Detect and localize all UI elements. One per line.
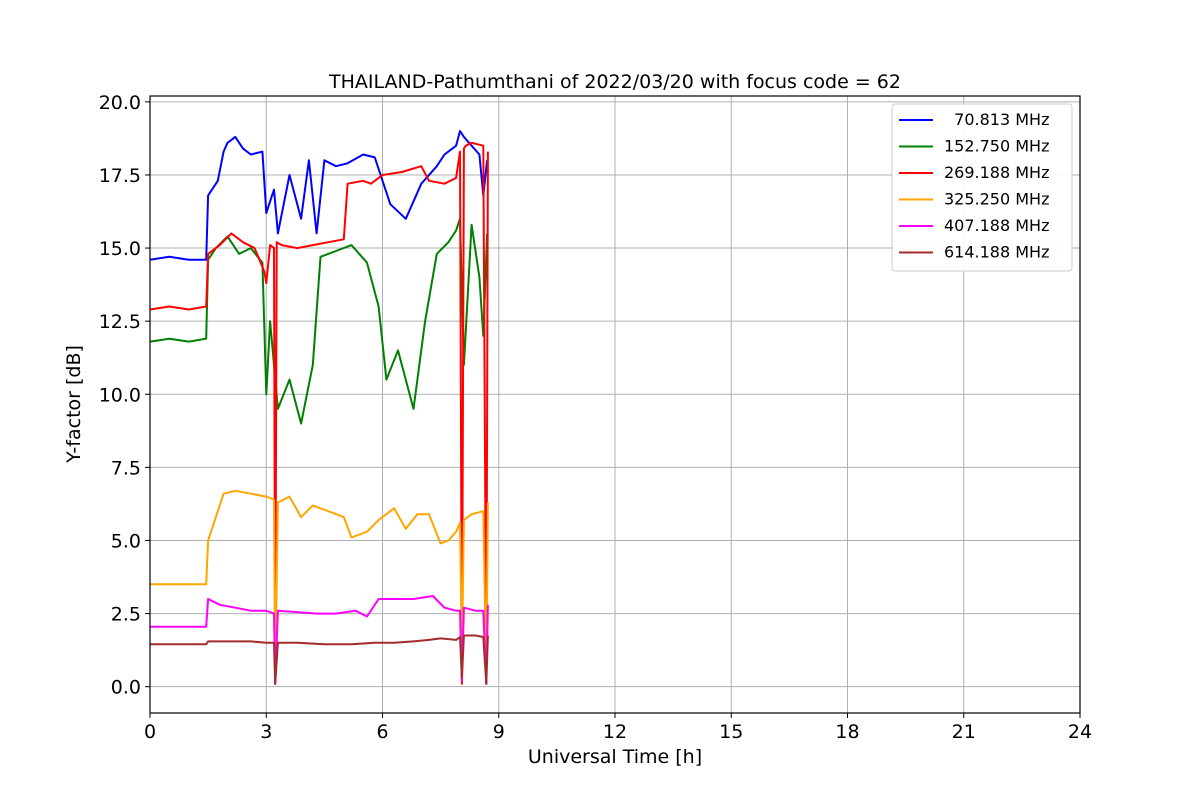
y-tick-label: 7.5 [111,457,141,479]
y-tick-label: 12.5 [99,311,141,333]
series-line [149,130,489,261]
x-tick-label: 24 [1068,721,1092,743]
x-tick-label: 18 [835,721,859,743]
y-axis-label: Y-factor [dB] [63,345,85,464]
legend-box [891,103,1073,272]
y-tick-label: 10.0 [99,384,141,406]
chart-title: THAILAND-Pathumthani of 2022/03/20 with … [328,71,901,93]
series-lines [149,130,489,685]
series-line [150,489,489,685]
x-axis-ticks: 0 3 6 9 12 15 18 21 24 [144,713,1092,743]
x-tick-label: 6 [376,721,388,743]
x-tick-label: 9 [493,721,505,743]
y-tick-label: 15.0 [99,238,141,260]
x-axis-label: Universal Time [h] [528,746,702,768]
legend-label: 614.188 MHz [944,243,1049,262]
x-tick-label: 21 [952,721,976,743]
legend-label: 325.250 MHz [944,190,1049,209]
series-line [150,595,489,685]
y-tick-label: 17.5 [99,165,141,187]
y-tick-label: 2.5 [111,604,141,626]
legend-label: 70.813 MHz [944,110,1049,129]
series-line [149,141,489,685]
y-axis-ticks: 0.0 2.5 5.0 7.5 10.0 12.5 15.0 17.5 20.0 [99,92,150,699]
y-tick-label: 20.0 [99,92,141,114]
x-tick-label: 15 [719,721,743,743]
x-tick-label: 0 [144,721,156,743]
x-tick-label: 12 [603,721,627,743]
x-tick-label: 3 [260,721,272,743]
legend: 70.813 MHz 152.750 MHz 269.188 MHz 325.250 … [891,103,1073,272]
legend-label: 407.188 MHz [944,216,1049,235]
series-line [150,634,489,685]
y-tick-label: 5.0 [111,530,141,552]
legend-label: 269.188 MHz [944,163,1049,182]
y-tick-label: 0.0 [111,677,141,699]
legend-label: 152.750 MHz [944,137,1049,156]
